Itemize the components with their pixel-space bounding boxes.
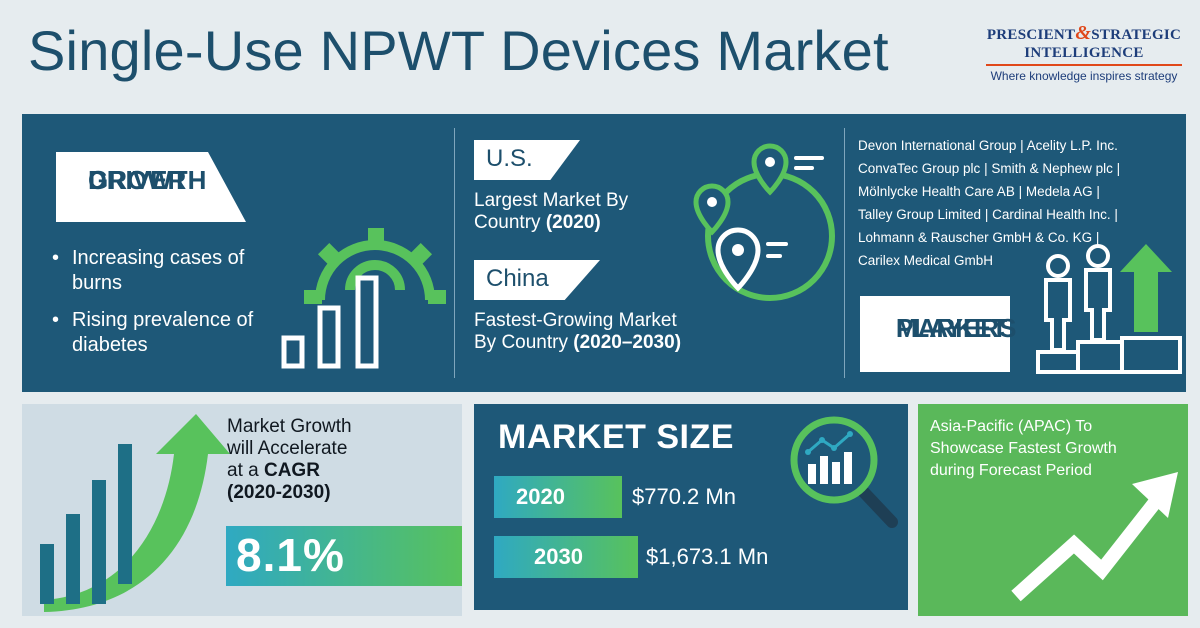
apac-text: Asia-Pacific (APAC) To Showcase Fastest …: [930, 418, 1117, 479]
logo-word-prescient: PRESCIENT: [986, 27, 1076, 43]
logo-tagline: Where knowledge inspires strategy: [990, 69, 1178, 83]
apac-panel: Asia-Pacific (APAC) To Showcase Fastest …: [918, 404, 1188, 616]
market-size-value: $770.2 Mn: [632, 484, 736, 509]
market-size-year: 2020: [516, 484, 565, 509]
podium-people-icon: [1036, 244, 1182, 374]
region-tag-china: China: [474, 260, 600, 300]
cagr-description: Market Growth will Accelerate at a CAGR …: [227, 416, 352, 503]
market-size-title: MARKET SIZE: [498, 418, 734, 456]
list-item: Rising prevalence of diabetes: [52, 308, 282, 358]
region-tag-us: U.S.: [474, 140, 580, 180]
cagr-value-box: 8.1%: [226, 526, 462, 586]
divider: [454, 128, 455, 378]
fastest-market-text: Fastest-Growing Market By Country (2020–2…: [474, 310, 682, 353]
market-players-tag: MARKET PLAYERS: [860, 296, 1016, 372]
page-title: Single-Use NPWT Devices Market: [28, 19, 889, 82]
growth-driver-line1: GROWTH: [88, 165, 207, 195]
trend-up-arrow-icon: [1011, 472, 1178, 602]
logo-ampersand: &: [1075, 22, 1092, 44]
company-logo: PRESCIENT&STRATEGIC INTELLIGENCE Where k…: [984, 22, 1184, 94]
growth-bars-arrow-icon: [40, 414, 230, 612]
market-size-value: $1,673.1 Mn: [646, 544, 769, 569]
map-pin-icon: [693, 143, 835, 301]
cagr-value: 8.1%: [236, 529, 345, 581]
growth-driver-tag: GROWTH DRIVER: [56, 152, 246, 222]
magnifier-chart-icon: [790, 416, 898, 528]
market-size-panel: MARKET SIZE 2020 $770.2 Mn 2030 $1,673.1…: [474, 404, 908, 610]
growth-driver-list: Increasing cases of burns Rising prevale…: [52, 246, 282, 370]
logo-rule: [986, 64, 1182, 66]
gear-bar-chart-icon: [281, 228, 446, 369]
list-item: Increasing cases of burns: [52, 246, 282, 296]
logo-word-intelligence: INTELLIGENCE: [1024, 45, 1144, 61]
cagr-panel: Market Growth will Accelerate at a CAGR …: [22, 404, 462, 616]
divider: [844, 128, 845, 378]
market-players-list: Devon International Group | Acelity L.P.…: [858, 138, 1121, 268]
growth-driver-line2: DRIVER: [88, 165, 187, 195]
largest-market-text: Largest Market By Country (2020): [474, 190, 629, 233]
market-size-year: 2030: [534, 544, 583, 569]
logo-word-strategic: STRATEGIC: [1091, 27, 1182, 43]
